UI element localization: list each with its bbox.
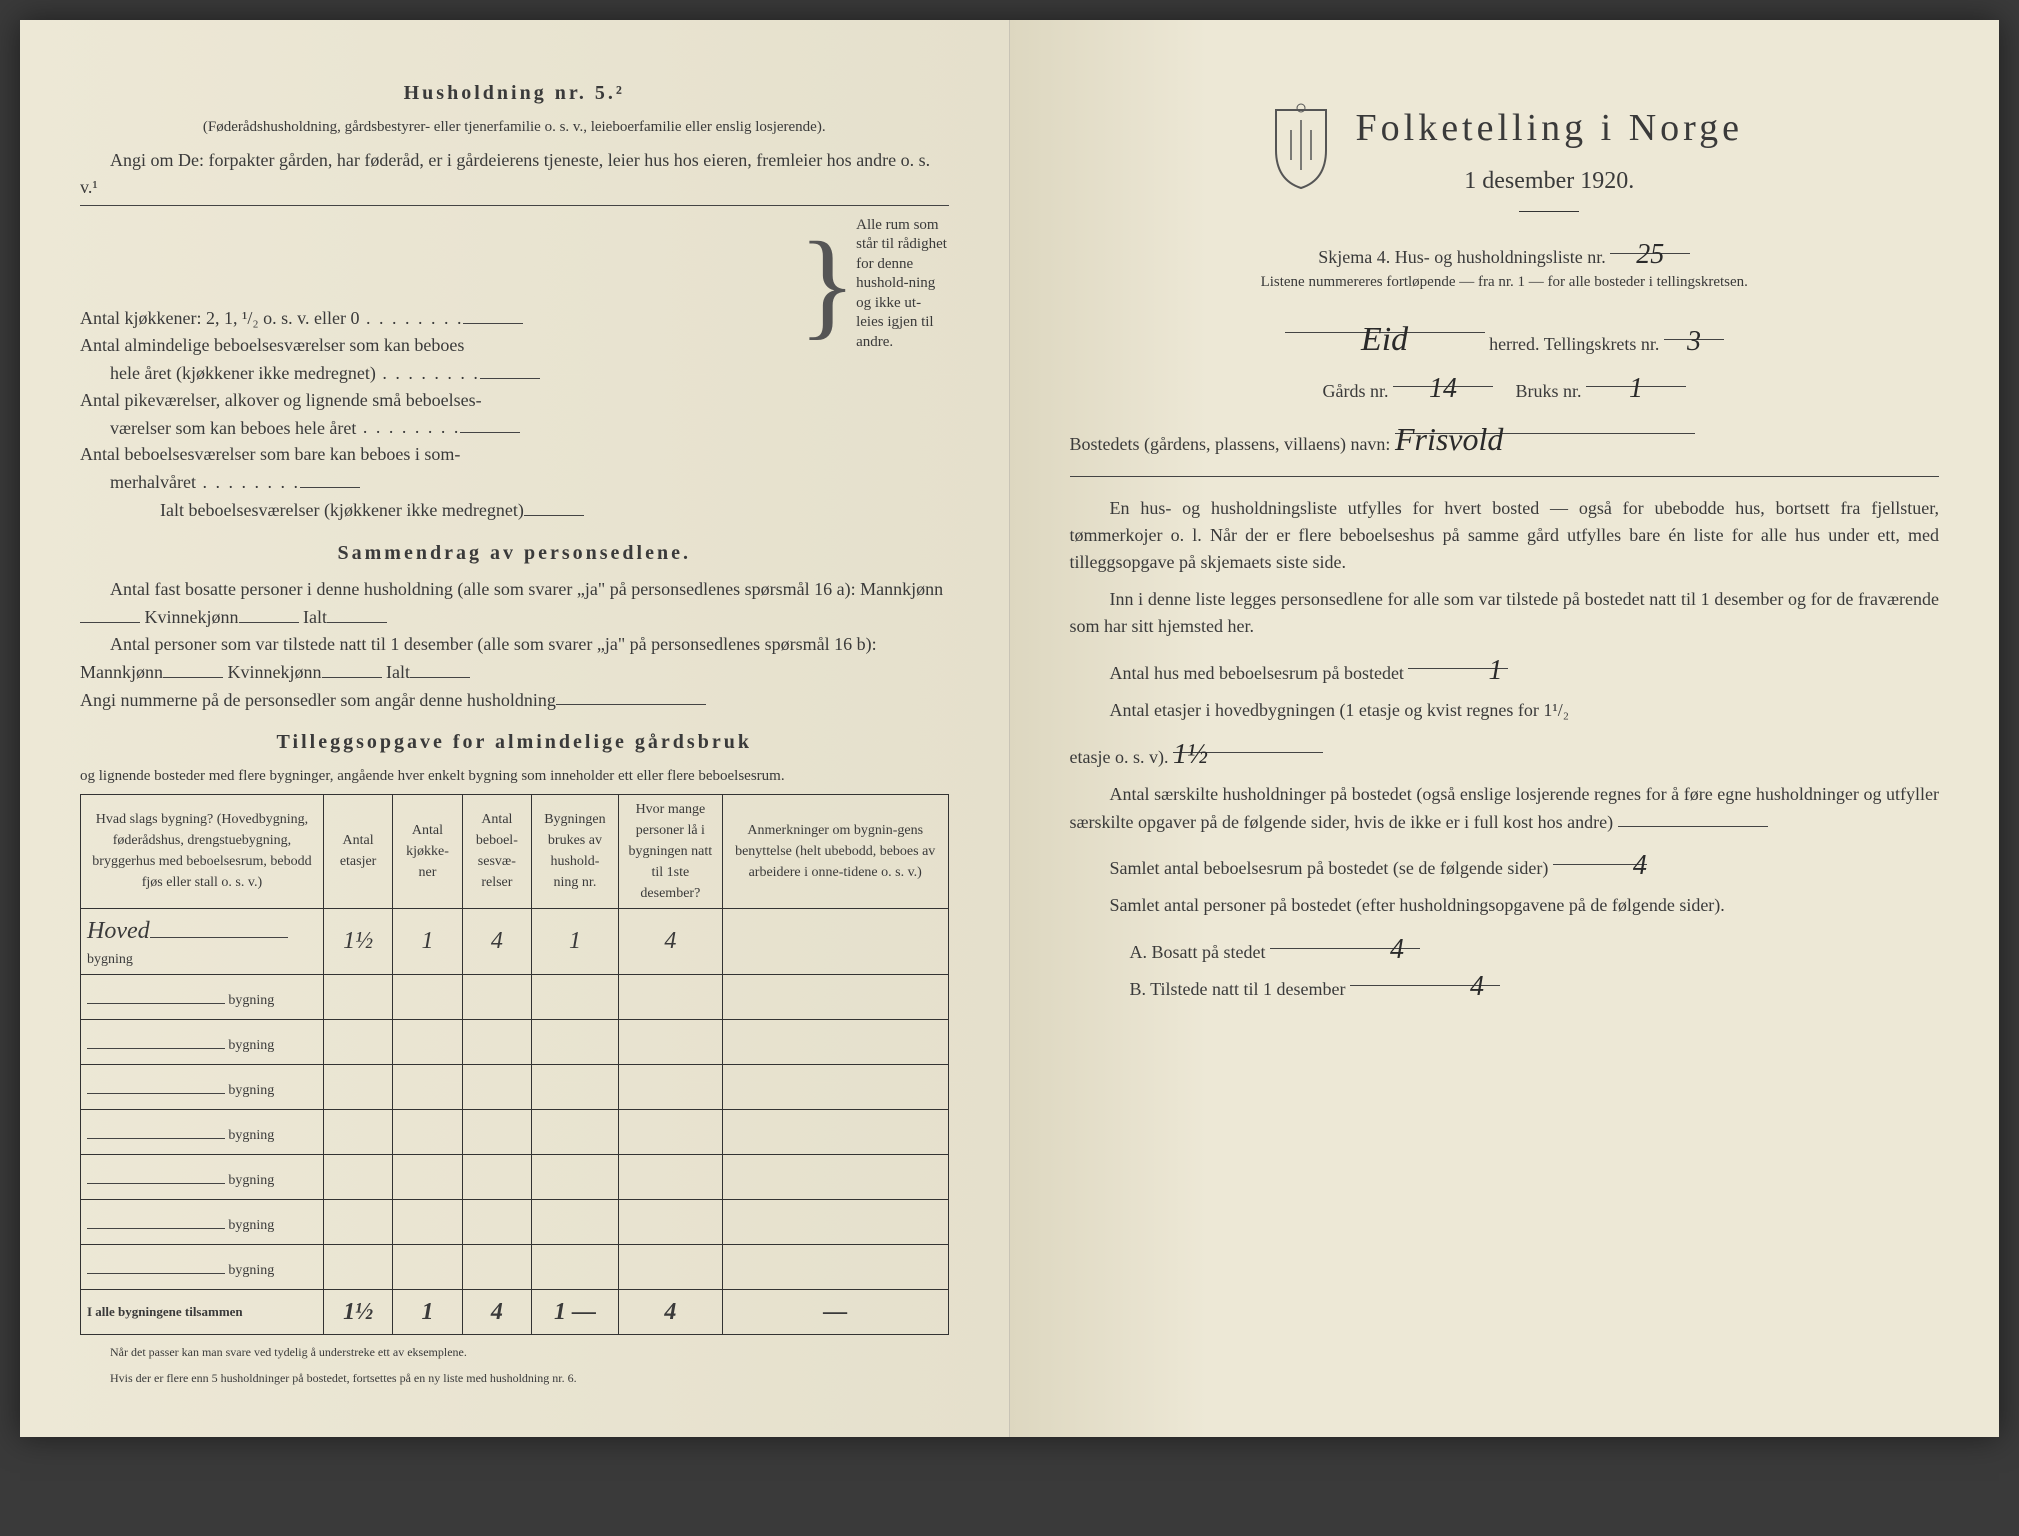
q4: Samlet antal beboelsesrum på bostedet (s… bbox=[1110, 858, 1549, 878]
q2a: Antal etasjer i hovedbygningen (1 etasje… bbox=[1110, 700, 1570, 720]
th1: Antal etasjer bbox=[323, 794, 392, 908]
k2b: hele året (kjøkkener ikke medregnet) bbox=[110, 363, 376, 383]
gards-label: Gårds nr. bbox=[1322, 381, 1388, 401]
k4a: Antal beboelsesværelser som bare kan beb… bbox=[80, 444, 460, 464]
th0: Hvad slags bygning? (Hovedbygning, føder… bbox=[81, 794, 324, 908]
foot2: Hvis der er flere enn 5 husholdninger på… bbox=[80, 1369, 949, 1387]
brace-icon: } bbox=[799, 236, 857, 332]
h5-title: Husholdning nr. 5.² bbox=[80, 78, 949, 108]
p1: En hus- og husholdningsliste utfylles fo… bbox=[1070, 495, 1940, 576]
skjema: Skjema 4. Hus- og husholdningsliste nr. bbox=[1318, 247, 1606, 267]
herred-value: Eid bbox=[1361, 314, 1408, 365]
h5-sub: (Føderådshusholdning, gårdsbestyrer- ell… bbox=[80, 116, 949, 139]
angi-text: Angi om De: forpakter gården, har føderå… bbox=[80, 147, 949, 201]
total-label: I alle bygningene tilsammen bbox=[81, 1289, 324, 1334]
tillegg-sub: og lignende bosteder med flere bygninger… bbox=[80, 765, 949, 788]
samm1: Antal fast bosatte personer i denne hush… bbox=[110, 579, 943, 599]
foot1: Når det passer kan man svare ved tydelig… bbox=[80, 1343, 949, 1361]
bostedet-label: Bostedets (gårdens, plassens, villaens) … bbox=[1070, 434, 1391, 454]
k4b: merhalvåret bbox=[110, 472, 196, 492]
th5: Hvor mange personer lå i bygningen natt … bbox=[618, 794, 722, 908]
k5: Ialt beboelsesværelser (kjøkkener ikke m… bbox=[160, 500, 524, 520]
table-row: bygning bbox=[81, 1154, 949, 1199]
sub-title: 1 desember 1920. bbox=[1356, 163, 1744, 199]
coat-of-arms-icon bbox=[1266, 100, 1336, 190]
th3: Antal beboel-sesvæ-relser bbox=[462, 794, 531, 908]
building-table: Hvad slags bygning? (Hovedbygning, føder… bbox=[80, 794, 949, 1335]
title-block: Folketelling i Norge 1 desember 1920. bbox=[1070, 100, 1940, 224]
th2: Antal kjøkke-ner bbox=[393, 794, 462, 908]
k3a: Antal pikeværelser, alkover og lignende … bbox=[80, 390, 482, 410]
herred-label: herred. Tellingskrets nr. bbox=[1489, 334, 1659, 354]
k2a: Antal almindelige beboelsesværelser som … bbox=[80, 335, 464, 355]
th4: Bygningen brukes av hushold-ning nr. bbox=[532, 794, 619, 908]
q3: Antal særskilte husholdninger på bostede… bbox=[1070, 784, 1940, 832]
q2b: etasje o. s. v). bbox=[1070, 747, 1169, 767]
th6: Anmerkninger om bygnin-gens benyttelse (… bbox=[722, 794, 948, 908]
kitchen-block: Antal kjøkkener: 2, 1, ¹/₂ o. s. v. elle… bbox=[80, 216, 949, 524]
table-row: bygning bbox=[81, 974, 949, 1019]
right-page: Folketelling i Norge 1 desember 1920. Sk… bbox=[1010, 20, 2000, 1437]
q5: Samlet antal personer på bostedet (efter… bbox=[1070, 892, 1940, 919]
samm-title: Sammendrag av personsedlene. bbox=[80, 538, 949, 568]
table-row: bygning bbox=[81, 1109, 949, 1154]
table-row: bygning bbox=[81, 1199, 949, 1244]
brace-text: Alle rum som står til rådighet for denne… bbox=[856, 216, 948, 353]
k3b: værelser som kan beboes hele året bbox=[110, 417, 356, 437]
table-row: Hoved bygning 1½ 1 4 1 4 bbox=[81, 908, 949, 974]
qB: B. Tilstede natt til 1 desember bbox=[1130, 979, 1346, 999]
listene: Listene nummereres fortløpende — fra nr.… bbox=[1070, 271, 1940, 294]
table-row: bygning bbox=[81, 1244, 949, 1289]
bruks-label: Bruks nr. bbox=[1515, 381, 1581, 401]
k1: Antal kjøkkener: 2, 1, ¹/₂ o. s. v. elle… bbox=[80, 308, 359, 328]
document-spread: Husholdning nr. 5.² (Føderådshusholdning… bbox=[20, 20, 1999, 1437]
p2: Inn i denne liste legges personsedlene f… bbox=[1070, 586, 1940, 640]
qA: A. Bosatt på stedet bbox=[1130, 942, 1266, 962]
left-page: Husholdning nr. 5.² (Føderådshusholdning… bbox=[20, 20, 1010, 1437]
q1: Antal hus med beboelsesrum på bostedet bbox=[1110, 663, 1404, 683]
table-row: bygning bbox=[81, 1064, 949, 1109]
bostedet-value: Frisvold bbox=[1395, 415, 1503, 463]
main-title: Folketelling i Norge bbox=[1356, 100, 1744, 157]
tillegg-title: Tilleggsopgave for almindelige gårdsbruk bbox=[80, 727, 949, 757]
samm3: Angi nummerne på de personsedler som ang… bbox=[80, 689, 556, 709]
table-row: bygning bbox=[81, 1019, 949, 1064]
